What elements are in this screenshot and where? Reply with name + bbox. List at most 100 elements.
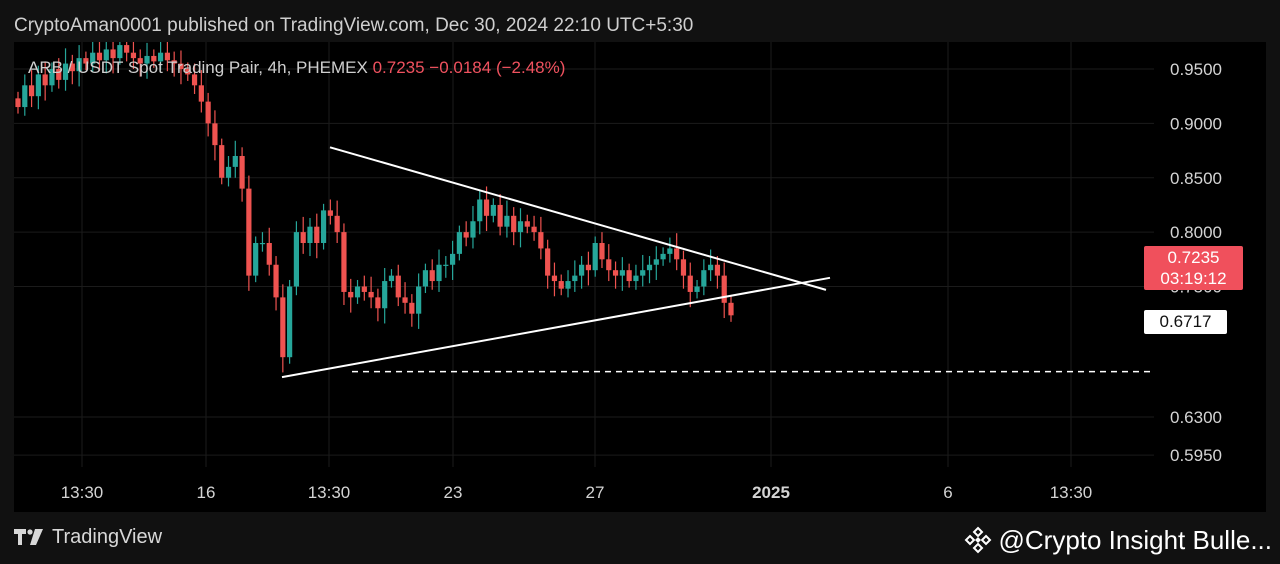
candle-body	[619, 270, 625, 276]
candle-body	[606, 259, 612, 271]
candle-body	[287, 286, 293, 358]
candles	[15, 42, 734, 373]
candle-body	[49, 69, 55, 86]
lower-trendline	[281, 276, 831, 379]
candle-body	[674, 248, 680, 260]
candle-body	[456, 232, 462, 254]
candle-body	[334, 215, 340, 233]
candle-body	[280, 297, 286, 358]
candle-body	[178, 63, 184, 69]
chart-panel[interactable]: 0.95000.90000.85000.80000.75000.63000.59…	[14, 42, 1266, 512]
candle-body	[225, 166, 232, 178]
candle-body	[646, 264, 653, 271]
candle-body	[660, 253, 666, 260]
y-tick-label: 0.6300	[1170, 408, 1222, 427]
y-tick-label: 0.5950	[1170, 446, 1222, 465]
candle-body	[259, 243, 266, 245]
candle-body	[137, 58, 143, 64]
candle-body	[687, 275, 693, 292]
candle-body	[409, 302, 415, 314]
candle-body	[76, 58, 82, 72]
candle-body	[511, 215, 517, 233]
watermark: @Crypto Insight Bulle...	[964, 524, 1272, 556]
candle-body	[538, 232, 544, 249]
publisher-line: CryptoAman0001 published on TradingView.…	[14, 15, 694, 36]
x-tick-label: 23	[444, 483, 463, 502]
candle-body	[375, 297, 381, 309]
candle-body	[348, 291, 354, 298]
candle-body	[28, 85, 35, 97]
binance-diamond-icon	[965, 526, 992, 554]
x-tick-label: 27	[586, 483, 605, 502]
x-tick-label: 13:30	[1050, 483, 1093, 502]
candle-body	[599, 243, 605, 260]
candle-body	[171, 60, 177, 64]
candle-body	[572, 275, 578, 282]
last-price: 0.7235	[372, 58, 425, 77]
candle-body	[490, 204, 496, 216]
candle-body	[42, 74, 48, 86]
candle-body	[327, 210, 333, 216]
candle-body	[612, 270, 619, 276]
candle-body	[103, 49, 109, 61]
tradingview-logo-icon	[14, 529, 43, 545]
candle-body	[354, 286, 361, 298]
candle-body	[164, 52, 170, 61]
candle-body	[83, 58, 89, 64]
y-tick-label: 0.8000	[1170, 223, 1222, 242]
candle-body	[361, 286, 367, 292]
x-tick-label: 13:30	[308, 483, 351, 502]
candle-body	[551, 275, 558, 282]
candle-body	[436, 264, 442, 282]
candle-body	[592, 243, 598, 271]
upper-trendline	[329, 146, 827, 291]
candle-body	[640, 270, 646, 276]
candle-body	[266, 243, 272, 265]
candle-body	[721, 275, 727, 303]
tradingview-brand[interactable]: TradingView	[14, 524, 162, 550]
candle-body	[443, 264, 449, 266]
brand-name: TradingView	[52, 525, 163, 548]
grid	[14, 42, 1154, 467]
candle-body	[273, 264, 279, 298]
candle-body	[35, 74, 41, 97]
candle-body	[402, 297, 408, 303]
candle-body	[714, 264, 721, 276]
candle-body	[144, 55, 150, 64]
x-axis: 13:30 16 13:30 23 27 2025 6 13:30	[61, 483, 1093, 502]
bar-countdown: 03:19:12	[1160, 269, 1227, 288]
candle-body	[151, 55, 157, 62]
candle-body	[22, 85, 28, 108]
current-price-value: 0.7235	[1167, 248, 1220, 267]
y-tick-label: 0.9500	[1170, 60, 1222, 79]
candle-body	[239, 156, 245, 189]
price-chart[interactable]: 0.95000.90000.85000.80000.75000.63000.59…	[14, 42, 1266, 512]
watermark-text: @Crypto Insight Bulle...	[998, 524, 1272, 555]
x-tick-label: 2025	[752, 483, 790, 502]
current-price-badge: 0.7235 03:19:12	[1144, 246, 1243, 290]
candle-body	[158, 52, 164, 62]
support-level-badge: 0.6717	[1144, 310, 1227, 334]
candle-body	[667, 248, 673, 254]
candle-body	[579, 264, 585, 276]
candle-body	[504, 215, 510, 227]
candle-body	[15, 98, 21, 108]
candle-body	[626, 270, 632, 282]
y-tick-label: 0.8500	[1170, 169, 1222, 188]
candle-body	[463, 232, 469, 238]
candle-body	[531, 226, 537, 233]
candle-body	[198, 85, 204, 102]
candle-body	[110, 49, 116, 59]
candle-body	[422, 270, 429, 287]
candle-body	[117, 45, 123, 59]
candle-body	[293, 232, 300, 287]
x-tick-label: 16	[197, 483, 216, 502]
candle-body	[633, 275, 639, 282]
candle-body	[497, 204, 503, 227]
x-tick-label: 6	[943, 483, 952, 502]
candle-body	[388, 275, 395, 282]
symbol-label: ARB / USDT Spot Trading Pair, 4h, PHEMEX	[28, 58, 368, 77]
candle-body	[124, 45, 130, 53]
candle-body	[62, 63, 69, 80]
candle-body	[314, 226, 320, 243]
